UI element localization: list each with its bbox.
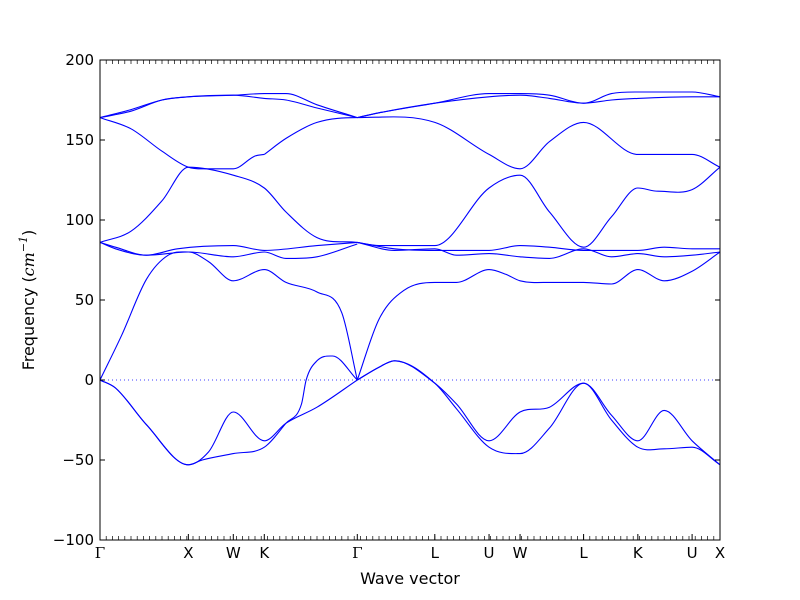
y-axis-title: Frequency (cm−1) — [17, 230, 38, 371]
band-line — [99, 355, 358, 466]
y-tick-label: −100 — [53, 531, 94, 549]
band-line — [357, 91, 721, 119]
band-line — [356, 251, 721, 381]
y-axis-title-suffix: ) — [19, 230, 38, 236]
x-tick-label-k: K — [633, 544, 644, 562]
y-axis-title-prefix: Frequency ( — [19, 276, 38, 370]
x-tick-label-k: K — [259, 544, 270, 562]
y-tick-label: 200 — [65, 51, 94, 69]
band-line — [99, 93, 358, 119]
x-tick-label-x: X — [183, 544, 193, 562]
x-tick-label-u: U — [484, 544, 495, 562]
x-tick-label-x: X — [715, 544, 725, 562]
band-line — [99, 166, 358, 243]
x-tick-label-w: W — [226, 544, 241, 562]
y-tick-label: 0 — [84, 371, 94, 389]
x-tick-label-u: U — [687, 544, 698, 562]
x-tick-label-l: L — [431, 544, 440, 562]
y-axis-title-unit: cm — [19, 252, 38, 276]
axis-ticks-layer — [99, 59, 721, 541]
band-line — [357, 241, 721, 259]
y-tick-label: 150 — [65, 131, 94, 149]
plot-frame — [99, 59, 721, 541]
band-line — [99, 241, 358, 259]
band-line — [357, 241, 720, 251]
band-line — [99, 94, 358, 119]
x-tick-label-gamma: Γ — [352, 544, 362, 562]
band-line — [357, 94, 720, 119]
y-axis-title-exponent: −1 — [17, 236, 30, 252]
x-tick-label-w: W — [513, 544, 528, 562]
band-line — [99, 117, 265, 170]
y-tick-label: 100 — [65, 211, 94, 229]
x-axis-title: Wave vector — [360, 569, 460, 588]
band-series-layer — [99, 91, 721, 466]
y-tick-label: −50 — [62, 451, 94, 469]
band-line — [357, 166, 721, 248]
band-line — [263, 116, 721, 170]
band-line — [357, 360, 721, 466]
x-tick-label-l: L — [579, 544, 588, 562]
x-tick-label-gamma: Γ — [95, 544, 105, 562]
band-line — [99, 251, 358, 381]
y-tick-label: 50 — [75, 291, 94, 309]
band-line — [99, 379, 358, 466]
band-line — [99, 241, 358, 256]
